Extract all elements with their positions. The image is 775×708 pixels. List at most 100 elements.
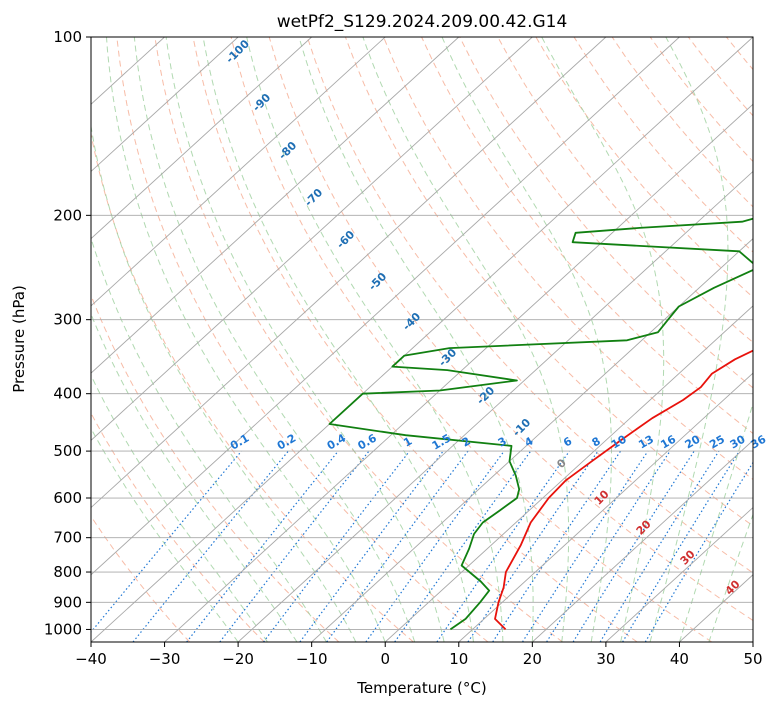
moist-adiabat xyxy=(362,37,570,642)
x-tick-label: 50 xyxy=(743,650,762,668)
dry-adiabat xyxy=(497,37,753,344)
isotherm xyxy=(458,372,753,642)
moist-adiabat-label: 0 xyxy=(554,456,569,471)
moist-adiabat xyxy=(91,312,298,642)
mixing-ratio-line xyxy=(186,450,339,642)
isotherm xyxy=(164,103,753,642)
mixing-ratio-line xyxy=(492,450,622,642)
dry-adiabat xyxy=(535,37,753,298)
dry-adiabat xyxy=(726,37,753,71)
isotherm xyxy=(311,238,753,642)
y-tick-label: 300 xyxy=(53,311,82,329)
x-tick-label: 30 xyxy=(596,650,615,668)
mixing-ratio-label: 16 xyxy=(658,432,678,451)
isotherm-label: -60 xyxy=(334,228,357,251)
dry-adiabat xyxy=(192,37,638,642)
x-tick-label: −10 xyxy=(296,650,328,668)
y-tick-label: 500 xyxy=(53,442,82,460)
dry-adiabat xyxy=(116,37,489,642)
isotherm xyxy=(91,37,239,173)
mixing-ratio-label: 1 xyxy=(401,435,414,450)
mixing-ratio-line xyxy=(219,450,370,642)
x-tick-label: −20 xyxy=(222,650,254,668)
dry-adiabat xyxy=(268,37,753,622)
chart-title: wetPf2_S129.2024.209.00.42.G14 xyxy=(277,12,568,32)
moist-adiabat xyxy=(91,374,268,642)
moist-adiabat xyxy=(91,236,327,642)
dry-adiabat xyxy=(687,37,753,117)
dry-adiabat xyxy=(421,37,753,435)
moist-adiabat xyxy=(202,37,474,642)
mixing-ratio-line xyxy=(299,450,444,642)
moist-adiabat xyxy=(649,37,729,642)
isotherm xyxy=(752,641,753,642)
mixing-ratio-label: 36 xyxy=(748,432,768,451)
data-layer xyxy=(328,217,753,631)
isotherm-label: -20 xyxy=(474,384,497,407)
moist-adiabat xyxy=(298,37,534,642)
isotherm xyxy=(532,439,753,642)
mixing-ratio-label: 25 xyxy=(707,433,727,452)
x-tick-label: 20 xyxy=(523,650,542,668)
moist-adiabat xyxy=(678,401,753,642)
moist-adiabat xyxy=(91,427,239,642)
isotherm xyxy=(91,37,386,307)
mixing-ratio-line xyxy=(599,450,720,642)
y-axis-title: Pressure (hPa) xyxy=(10,285,28,393)
moist-adiabat xyxy=(708,513,753,642)
isotherm xyxy=(91,37,312,240)
moist-adiabat-label: 20 xyxy=(634,517,654,537)
y-tick-label: 700 xyxy=(53,529,82,547)
mixing-ratio-label: 0.4 xyxy=(325,431,349,452)
moist-adiabat xyxy=(91,123,357,642)
dry-adiabat xyxy=(344,37,753,527)
isotherm xyxy=(91,37,753,642)
mixing-ratio-label: 0.2 xyxy=(275,432,298,453)
mixing-ratio-label: 30 xyxy=(728,432,748,451)
temperature-profile-line xyxy=(494,349,753,631)
y-tick-label: 800 xyxy=(53,563,82,581)
x-tick-label: −30 xyxy=(149,650,181,668)
moist-adiabat xyxy=(106,37,386,642)
axes: −40 −30 −20 −10 0 10 20 30 40 5010020030040050060… xyxy=(44,28,763,668)
mixing-ratio-line xyxy=(521,450,649,642)
isotherm-label: -50 xyxy=(366,270,389,293)
mixing-ratio-label: 6 xyxy=(561,434,574,449)
plot-frame xyxy=(90,36,754,643)
x-tick-label: 10 xyxy=(449,650,468,668)
isotherm xyxy=(237,170,753,642)
moist-adiabat xyxy=(165,37,445,642)
dewpoint-profile-line xyxy=(328,217,753,631)
mixing-ratio-line xyxy=(91,450,242,633)
mixing-ratio-line xyxy=(572,450,695,642)
y-tick-label: 400 xyxy=(53,385,82,403)
y-tick-label: 600 xyxy=(53,489,82,507)
mixing-ratio-line xyxy=(132,450,289,642)
moist-adiabat xyxy=(541,37,665,642)
plot-area xyxy=(91,37,753,642)
dry-adiabat xyxy=(649,37,753,163)
isotherm xyxy=(384,305,753,642)
isotherm xyxy=(605,506,753,642)
mixing-ratio-line xyxy=(622,450,740,642)
mixing-ratio-line xyxy=(436,450,570,642)
mixing-ratio-line xyxy=(326,450,469,642)
isotherm-label: -10 xyxy=(510,416,533,439)
isotherm-label: -70 xyxy=(302,186,325,209)
isotherm-label: -90 xyxy=(250,91,273,114)
mixing-ratio-line xyxy=(365,450,505,642)
moist-adiabat-label: 40 xyxy=(723,577,743,597)
mixing-ratio-line xyxy=(263,450,410,642)
dry-adiabat xyxy=(91,515,191,642)
x-tick-label: −40 xyxy=(75,650,107,668)
isotherm-label: -80 xyxy=(276,139,299,162)
isotherm-label: -40 xyxy=(400,310,423,333)
y-tick-label: 1000 xyxy=(44,620,82,638)
y-tick-label: 900 xyxy=(53,593,82,611)
dry-adiabat xyxy=(154,37,563,642)
isotherm xyxy=(91,37,460,374)
mixing-ratio-line xyxy=(546,450,671,642)
moist-adiabat xyxy=(441,37,612,642)
dry-adiabat xyxy=(91,412,265,642)
